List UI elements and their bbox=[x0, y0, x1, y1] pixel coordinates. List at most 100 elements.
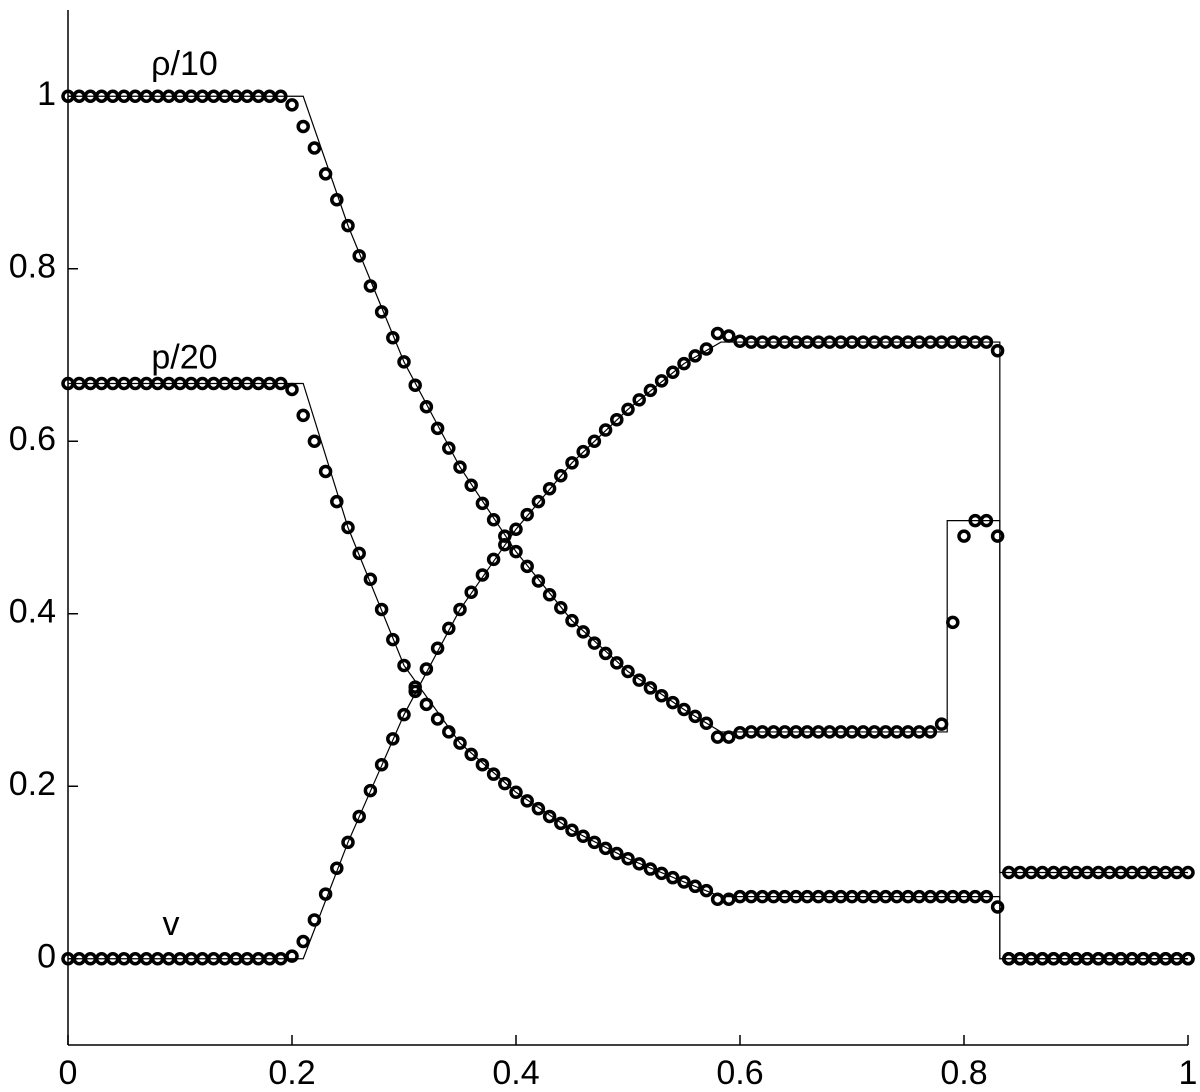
data-point bbox=[677, 356, 691, 371]
data-point bbox=[576, 829, 590, 844]
data-point bbox=[386, 732, 400, 746]
data-point bbox=[610, 412, 624, 427]
data-point bbox=[587, 434, 602, 448]
data-point bbox=[352, 249, 366, 263]
data-point bbox=[587, 636, 602, 650]
data-point bbox=[531, 494, 546, 509]
x-tick-label: 1 bbox=[1179, 1054, 1198, 1092]
series-label: ρ/10 bbox=[151, 45, 218, 83]
data-point bbox=[666, 695, 680, 710]
data-point bbox=[498, 538, 512, 552]
data-point bbox=[722, 892, 736, 906]
data-point bbox=[509, 785, 523, 800]
data-point bbox=[486, 552, 501, 567]
data-point bbox=[296, 408, 310, 423]
data-point bbox=[710, 892, 725, 906]
x-tick-label: 0 bbox=[59, 1054, 78, 1092]
data-point bbox=[587, 835, 602, 850]
x-tick-label: 0.8 bbox=[940, 1054, 987, 1092]
data-point bbox=[632, 857, 646, 871]
data-point bbox=[710, 730, 725, 744]
data-point bbox=[979, 335, 994, 349]
data-point bbox=[274, 89, 288, 103]
data-point bbox=[341, 835, 355, 850]
data-point bbox=[666, 870, 680, 885]
data-point bbox=[722, 730, 736, 744]
x-tick-label: 0.2 bbox=[268, 1054, 315, 1092]
data-point bbox=[699, 342, 714, 356]
data-point bbox=[677, 702, 691, 717]
data-point bbox=[486, 767, 501, 781]
data-point bbox=[453, 602, 467, 617]
data-point bbox=[990, 529, 1005, 543]
data-point bbox=[307, 141, 322, 155]
data-point bbox=[710, 326, 725, 341]
data-point bbox=[330, 861, 344, 875]
y-tick-label: 0.8 bbox=[9, 248, 56, 286]
data-point bbox=[643, 383, 658, 398]
data-point bbox=[285, 98, 299, 112]
x-tick-label: 0.6 bbox=[716, 1054, 763, 1092]
data-point bbox=[419, 662, 434, 676]
data-point bbox=[464, 478, 478, 492]
data-point bbox=[341, 520, 355, 535]
x-tick-label: 0.4 bbox=[492, 1054, 539, 1092]
data-point bbox=[318, 464, 333, 479]
data-point bbox=[554, 600, 568, 615]
y-tick-label: 0.4 bbox=[9, 593, 56, 631]
data-point bbox=[330, 494, 344, 509]
data-point bbox=[408, 378, 422, 392]
data-point bbox=[688, 709, 702, 724]
data-point bbox=[576, 625, 590, 639]
data-point bbox=[542, 588, 557, 602]
data-point bbox=[946, 615, 960, 630]
data-point bbox=[632, 673, 646, 687]
data-point bbox=[542, 809, 557, 824]
data-point bbox=[654, 866, 669, 881]
data-point bbox=[318, 887, 333, 901]
data-point bbox=[498, 776, 512, 791]
data-point bbox=[285, 382, 299, 397]
data-point bbox=[285, 949, 299, 963]
data-point bbox=[979, 513, 994, 528]
data-point bbox=[475, 496, 490, 511]
data-point bbox=[397, 707, 411, 722]
data-point bbox=[274, 376, 288, 391]
data-point bbox=[464, 747, 478, 762]
data-point bbox=[621, 402, 635, 417]
data-point bbox=[531, 801, 546, 816]
data-point bbox=[722, 329, 736, 343]
data-point bbox=[430, 421, 445, 436]
data-point bbox=[554, 816, 568, 831]
data-point bbox=[520, 794, 534, 808]
data-point bbox=[486, 512, 501, 527]
data-point bbox=[296, 119, 310, 134]
data-point bbox=[699, 883, 714, 898]
exact-line bbox=[68, 95, 1188, 874]
data-point bbox=[386, 632, 400, 647]
data-point bbox=[397, 355, 411, 369]
data-point bbox=[442, 725, 456, 739]
data-point bbox=[632, 393, 646, 407]
data-point bbox=[554, 469, 568, 483]
data-point bbox=[598, 841, 613, 856]
data-point bbox=[598, 646, 613, 661]
data-point bbox=[733, 726, 747, 740]
data-point bbox=[464, 585, 478, 599]
data-point bbox=[520, 507, 534, 522]
data-point bbox=[990, 900, 1005, 914]
data-point bbox=[565, 823, 579, 837]
data-point bbox=[576, 444, 590, 459]
data-point bbox=[363, 783, 378, 798]
data-point bbox=[565, 613, 579, 628]
y-tick-label: 0 bbox=[37, 938, 56, 976]
data-point bbox=[419, 400, 434, 414]
data-point bbox=[318, 167, 333, 181]
y-tick-label: 1 bbox=[37, 75, 56, 113]
data-point bbox=[307, 434, 322, 448]
data-point bbox=[509, 544, 523, 559]
data-point bbox=[1181, 865, 1195, 880]
data-point bbox=[408, 684, 422, 699]
data-point bbox=[934, 717, 949, 731]
data-point bbox=[520, 559, 534, 574]
